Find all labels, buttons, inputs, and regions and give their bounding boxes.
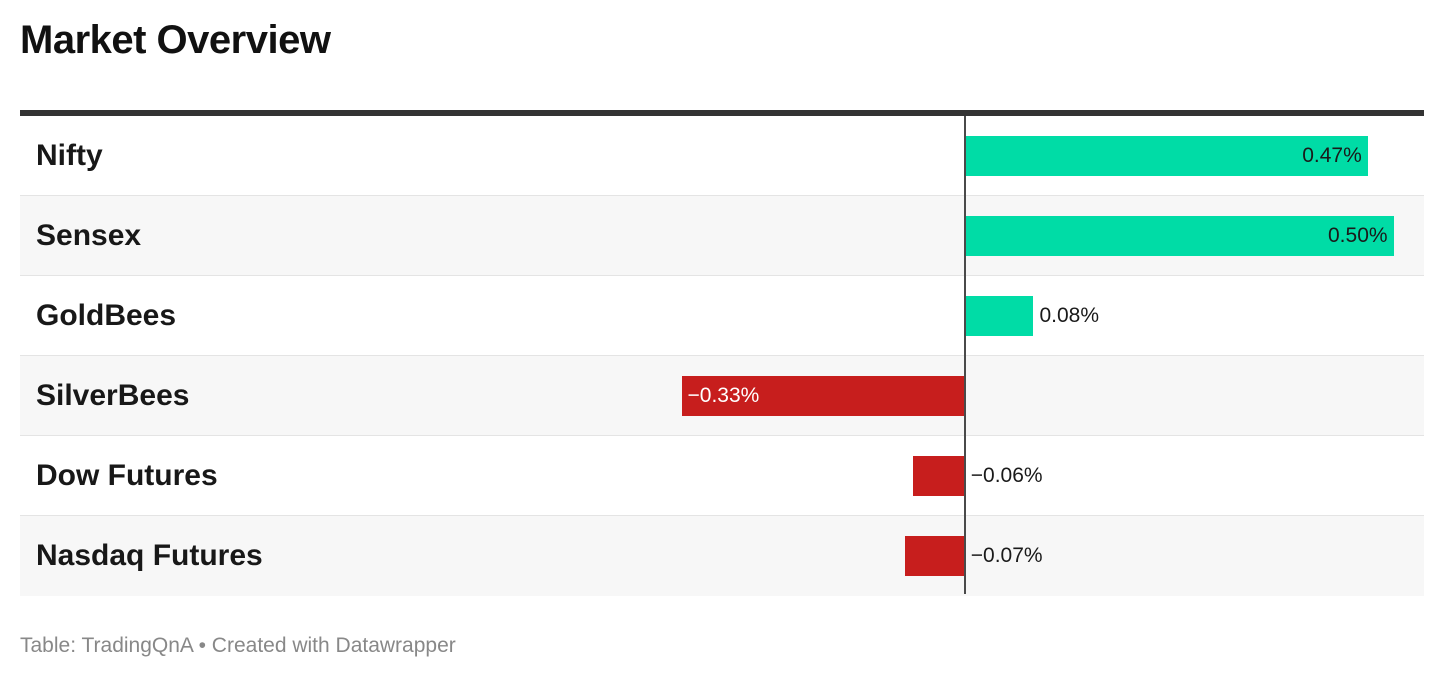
- bar-area: −0.06%: [404, 436, 1394, 516]
- table-row: GoldBees 0.08%: [20, 276, 1424, 356]
- table-row: Nasdaq Futures −0.07%: [20, 516, 1424, 596]
- table-row: Sensex 0.50%: [20, 196, 1424, 276]
- table-rows: Nifty 0.47% Sensex 0.50% GoldBees 0.08% Silver…: [20, 116, 1424, 596]
- data-bar: [964, 216, 1394, 256]
- bar-value-label: −0.33%: [687, 384, 760, 407]
- table-row: Dow Futures −0.06%: [20, 436, 1424, 516]
- row-label: Nifty: [36, 139, 103, 172]
- data-bar: [904, 536, 965, 576]
- bar-value-label: −0.06%: [970, 464, 1043, 487]
- row-label: GoldBees: [36, 299, 177, 332]
- bar-area: 0.50%: [404, 196, 1394, 276]
- chart-title: Market Overview: [20, 18, 331, 62]
- zero-axis-line: [963, 116, 966, 594]
- row-label: SilverBees: [36, 379, 190, 412]
- table-row: Nifty 0.47%: [20, 116, 1424, 196]
- bar-area: 0.47%: [404, 116, 1394, 196]
- bar-value-label: 0.47%: [1302, 144, 1362, 167]
- row-label: Sensex: [36, 219, 142, 252]
- source-footer: Table: TradingQnA • Created with Datawra…: [20, 634, 456, 657]
- bar-area: 0.08%: [404, 276, 1394, 356]
- bar-value-label: 0.50%: [1328, 224, 1388, 247]
- row-label: Dow Futures: [36, 459, 218, 492]
- row-label: Nasdaq Futures: [36, 539, 263, 572]
- data-bar: [964, 296, 1034, 336]
- bar-area: −0.07%: [404, 516, 1394, 596]
- bar-table: Nifty 0.47% Sensex 0.50% GoldBees 0.08% Silver…: [20, 110, 1424, 596]
- table-row: SilverBees −0.33%: [20, 356, 1424, 436]
- data-bar: [964, 136, 1369, 176]
- bar-value-label: −0.07%: [970, 544, 1043, 567]
- data-bar: [913, 456, 965, 496]
- data-bar: [681, 376, 965, 416]
- bar-area: −0.33%: [404, 356, 1394, 436]
- bar-value-label: 0.08%: [1039, 304, 1100, 327]
- table-top-rule: [20, 110, 1424, 116]
